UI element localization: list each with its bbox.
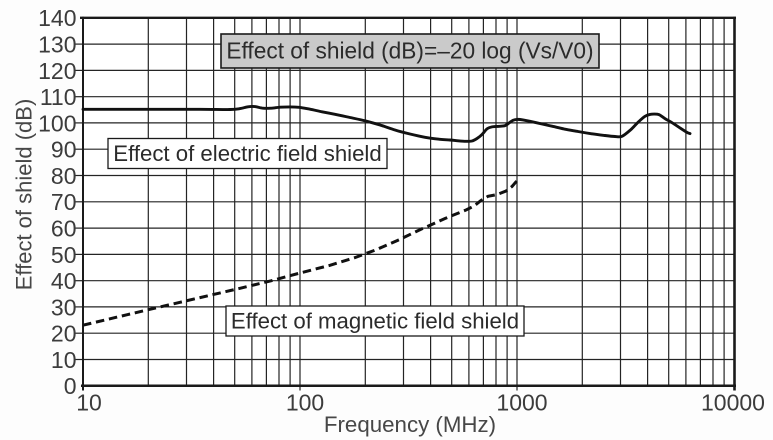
svg-text:1000: 1000 — [496, 390, 547, 416]
svg-text:Effect of shield (dB): Effect of shield (dB) — [12, 99, 37, 291]
svg-text:0: 0 — [64, 373, 77, 399]
svg-text:60: 60 — [51, 216, 77, 242]
svg-text:120: 120 — [38, 58, 76, 84]
svg-text:50: 50 — [51, 242, 77, 268]
svg-text:30: 30 — [51, 294, 77, 320]
svg-text:90: 90 — [51, 137, 77, 163]
svg-text:Effect of magnetic field shiel: Effect of magnetic field shield — [231, 309, 519, 334]
svg-text:130: 130 — [38, 32, 76, 58]
svg-text:40: 40 — [51, 268, 77, 294]
svg-text:110: 110 — [40, 84, 77, 110]
svg-text:20: 20 — [51, 321, 77, 347]
svg-text:140: 140 — [38, 5, 76, 31]
svg-text:100: 100 — [286, 390, 324, 416]
svg-text:10: 10 — [51, 347, 77, 373]
svg-text:70: 70 — [51, 189, 77, 215]
svg-text:10000: 10000 — [701, 390, 765, 416]
svg-text:100: 100 — [38, 110, 76, 136]
svg-text:Effect of shield (dB)=–20 log: Effect of shield (dB)=–20 log (Vs/V0) — [226, 38, 593, 64]
svg-text:10: 10 — [76, 390, 102, 416]
svg-text:Effect of electric field shiel: Effect of electric field shield — [113, 141, 381, 166]
svg-text:80: 80 — [51, 163, 77, 189]
svg-text:Frequency (MHz): Frequency (MHz) — [324, 412, 496, 437]
